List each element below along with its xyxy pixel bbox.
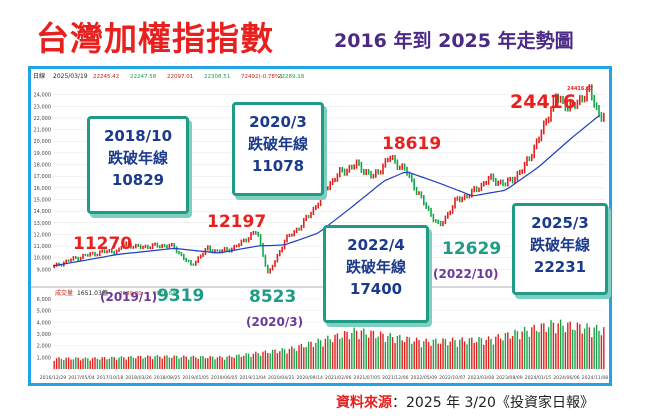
info-bar-date: 2025/03/19 [53, 73, 88, 80]
callout-date: 2025/3 [531, 214, 589, 232]
x-tick-label: 2018/08/25 [154, 375, 181, 381]
x-tick-label: 2022/10/07 [439, 375, 466, 381]
volume-label: 成交量 [55, 289, 73, 297]
callout-value: 11078 [251, 157, 305, 175]
callout-date: 2020/3 [249, 113, 307, 131]
chart-svg: 日線 2025/03/19 22245.42 22247.58 22097.01 22… [31, 72, 609, 381]
y-tick-label: 19,000 [34, 151, 52, 157]
trough-date-2022: (2022/10) [433, 267, 498, 281]
info-bar-item: 22097.01 [167, 74, 193, 80]
x-tick-label: 2023/08/09 [496, 375, 523, 381]
peak-label-2020: 12197 [207, 212, 266, 232]
x-tick-label: 2020/04/21 [268, 375, 295, 381]
info-bar-item: 72492(-0.78%) [241, 74, 282, 80]
callout-2025-break-annual-line: 2025/3 跌破年線 22231 [512, 203, 608, 295]
chart-title: 台灣加權指指數 [36, 19, 274, 58]
volume-value: 1651.03億 [77, 289, 108, 297]
callout-2020-break-annual-line: 2020/3 跌破年線 11078 [232, 102, 324, 196]
x-tick-label: 2019/11/04 [239, 375, 266, 381]
callout-2022-break-annual-line: 2022/4 跌破年線 17400 [323, 225, 429, 323]
y-tick-label: 9,000 [37, 267, 51, 273]
y-tick-label: 24,000 [34, 93, 52, 99]
info-bar-items: 22245.42 22247.58 22097.01 22308.51 72492(-0… [93, 74, 305, 80]
x-tick-label: 2023/03/08 [468, 375, 495, 381]
volume-tick-label: 2,000 [37, 344, 51, 350]
callout-text: 跌破年線 [107, 149, 168, 167]
source-separator: ： [392, 395, 406, 411]
x-tick-label: 2017/10/18 [97, 375, 124, 381]
x-tick-label: 2021/02/06 [325, 375, 352, 381]
volume-tick-label: 4,000 [37, 320, 51, 326]
callout-date: 2018/10 [103, 127, 173, 145]
y-tick-label: 12,000 [34, 232, 52, 238]
y-tick-label: 14,000 [34, 209, 52, 215]
source-footer: 資料來源：2025 年 3/20《投資家日報》 [336, 392, 594, 412]
trough-label-2020: 8523 [249, 287, 296, 307]
x-tick-label: 2018/03/26 [125, 375, 152, 381]
info-bar-label: 日線 [33, 72, 45, 80]
y-tick-label: 22,000 [34, 116, 52, 122]
x-tick-label: 2024/06/06 [553, 375, 580, 381]
annotation-labels: 11270 (2019/1) 9319 12197 8523 (2020/3) 18619 1… [73, 86, 594, 329]
x-tick-label: 2024/01/15 [525, 375, 552, 381]
callout-value: 10829 [111, 171, 165, 189]
source-text: 2025 年 3/20《投資家日報》 [406, 395, 594, 411]
volume-tick-label: 6,000 [37, 297, 51, 303]
x-axis-ticks: 2016/12/29 2017/05/04 2017/10/18 2018/03/26… [40, 375, 609, 381]
y-tick-label: 16,000 [34, 186, 52, 192]
info-bar-item: 22308.51 [204, 74, 230, 80]
x-tick-label: 2024/11/08 [582, 375, 609, 381]
callout-text: 跌破年線 [247, 135, 308, 153]
x-tick-label: 2021/12/06 [382, 375, 409, 381]
y-axis-ticks: 9,000 10,000 11,000 12,000 13,000 14,000 15,00… [34, 93, 52, 274]
x-tick-label: 2016/12/29 [40, 375, 67, 381]
trough-date-2019: (2019/1) [100, 290, 157, 304]
volume-bar-item: 4065.63 [153, 291, 176, 297]
peak-label-2022: 18619 [382, 134, 441, 154]
volume-bars [53, 319, 605, 369]
y-tick-label: 18,000 [34, 163, 52, 169]
chart-subtitle: 2016 年到 2025 年走勢圖 [334, 30, 574, 52]
y-tick-label: 11,000 [34, 244, 52, 250]
x-tick-label: 2022/05/09 [411, 375, 438, 381]
y-tick-label: 17,000 [34, 174, 52, 180]
y-tick-label: 15,000 [34, 197, 52, 203]
y-tick-label: 20,000 [34, 139, 52, 145]
volume-tick-label: 1,000 [37, 355, 51, 361]
info-bar-item: 22289.18 [278, 74, 305, 80]
x-tick-label: 2021/07/05 [354, 375, 381, 381]
volume-tick-label: 3,000 [37, 332, 51, 338]
y-tick-label: 10,000 [34, 256, 52, 262]
callout-date: 2022/4 [347, 236, 405, 254]
x-tick-label: 2019/01/05 [182, 375, 209, 381]
trough-label-2022: 12629 [442, 239, 501, 259]
callout-text: 跌破年線 [345, 258, 406, 276]
volume-bar-items: 2089.20 4065.63 [119, 291, 176, 297]
trough-date-2020: (2020/3) [246, 315, 303, 329]
callout-text: 跌破年線 [529, 236, 590, 254]
volume-bar-item: 2089.20 [119, 291, 142, 297]
y-tick-label: 23,000 [34, 104, 52, 110]
source-label: 資料來源 [336, 395, 392, 411]
volume-tick-label: 5,000 [37, 309, 51, 315]
peak-label-2025: 24416 [510, 91, 576, 113]
y-tick-label: 13,000 [34, 221, 52, 227]
callout-value: 17400 [349, 280, 403, 298]
info-bar-item: 22245.42 [93, 74, 119, 80]
peak-label-2025-small: 24416.67 [567, 86, 594, 92]
callout-value: 22231 [533, 258, 587, 276]
peak-label-2018: 11270 [73, 234, 132, 254]
callout-2018-break-annual-line: 2018/10 跌破年線 10829 [87, 116, 189, 214]
x-tick-label: 2017/05/04 [68, 375, 95, 381]
y-tick-label: 21,000 [34, 128, 52, 134]
trough-label-2019: 9319 [157, 286, 204, 306]
x-tick-label: 2020/09/14 [296, 375, 323, 381]
info-bar-item: 22247.58 [130, 74, 157, 80]
x-tick-label: 2019/06/05 [211, 375, 238, 381]
